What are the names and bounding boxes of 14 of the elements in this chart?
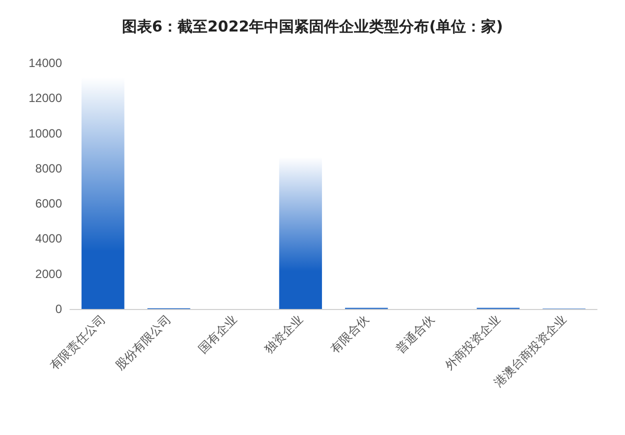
y-tick-label: 10000 bbox=[28, 126, 62, 140]
y-tick-label: 8000 bbox=[35, 161, 62, 176]
y-tick-label: 14000 bbox=[28, 56, 62, 70]
x-tick-label: 有限合伙 bbox=[328, 312, 372, 356]
x-tick-label: 外商投资企业 bbox=[442, 312, 504, 373]
x-tick-label: 股份有限公司 bbox=[112, 312, 174, 373]
y-tick-label: 4000 bbox=[35, 232, 62, 246]
y-tick-label: 12000 bbox=[28, 91, 62, 106]
x-tick-label: 独资企业 bbox=[262, 312, 306, 356]
x-tick-label: 国有企业 bbox=[196, 312, 240, 356]
y-tick-label: 6000 bbox=[35, 196, 62, 211]
x-tick-label: 普通合伙 bbox=[393, 312, 438, 356]
y-tick-label: 2000 bbox=[35, 266, 62, 281]
chart-title: 图表6：截至2022年中国紧固件企业类型分布(单位：家) bbox=[122, 18, 503, 36]
